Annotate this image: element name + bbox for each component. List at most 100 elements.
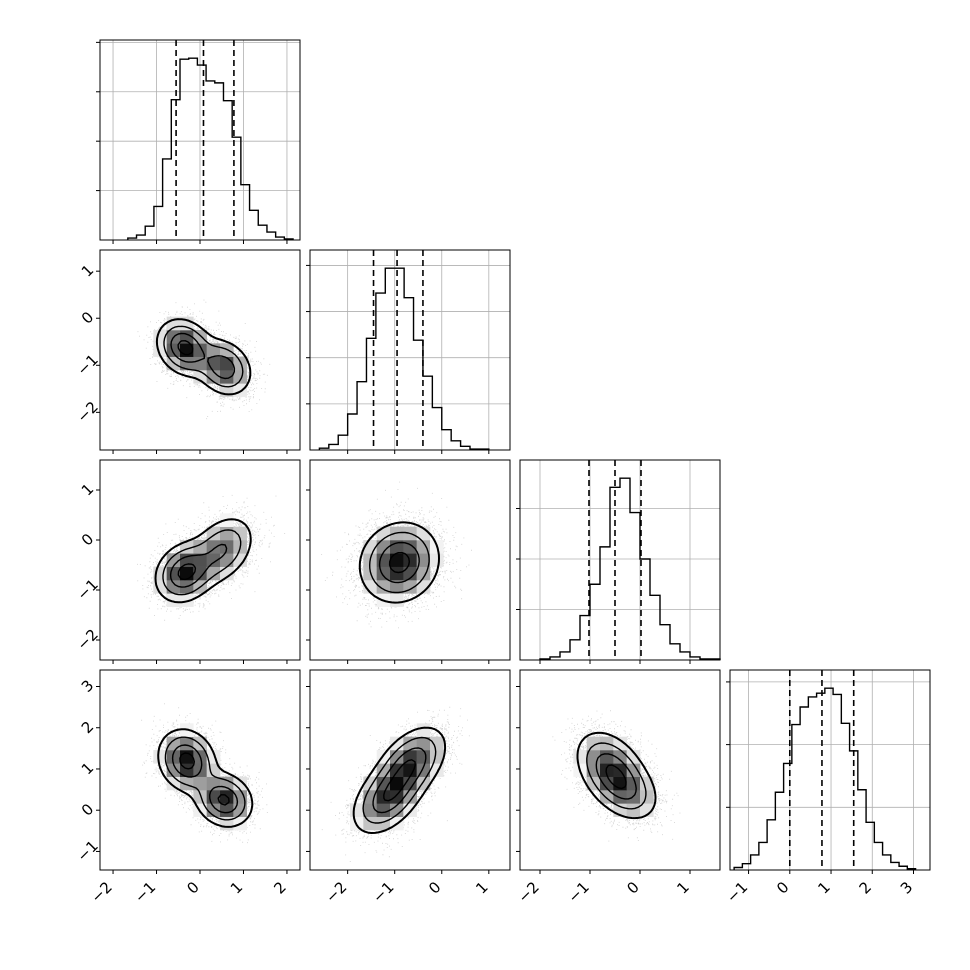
x-tick-label: 2	[270, 878, 289, 897]
density-cell	[193, 776, 207, 791]
density-cell	[166, 750, 181, 764]
density-cell	[220, 526, 234, 541]
y-tick-label: 1	[78, 261, 97, 280]
contour-line	[177, 340, 194, 356]
density-cell	[403, 763, 417, 777]
density-cell	[403, 736, 417, 751]
density-cell	[166, 343, 181, 357]
density-cell	[193, 540, 207, 554]
density-cell	[220, 540, 234, 554]
panel-frame	[519, 669, 721, 871]
contour-line	[369, 531, 430, 594]
density-cell	[403, 776, 417, 791]
contour-line	[177, 563, 197, 581]
x-tick-label: 1	[814, 878, 833, 897]
panel-frame	[309, 249, 511, 451]
x-tick-label: −1	[131, 878, 159, 906]
density-cell	[390, 803, 404, 817]
density-cell	[233, 776, 247, 791]
histogram-panel-4: −1 0 1 2 3	[723, 669, 931, 906]
density-cell	[350, 803, 364, 817]
contour-line	[362, 736, 437, 824]
density-cell	[166, 553, 181, 567]
joint-panel-2-3	[306, 459, 511, 664]
density-cell	[220, 356, 234, 371]
density-cell	[193, 356, 207, 371]
panel-content	[552, 710, 681, 842]
density-cell	[600, 750, 614, 764]
panel-frame	[99, 459, 301, 661]
density-cell	[206, 526, 221, 541]
y-tick-label: −2	[73, 398, 101, 426]
panel-frame	[309, 459, 511, 661]
contour-line	[164, 736, 246, 821]
density-cell	[390, 580, 404, 594]
density-cell	[390, 553, 404, 567]
joint-panel-2-4: −2 −1 0 1	[306, 669, 511, 906]
joint-panel-1-2: −2 −1 0 1	[73, 249, 301, 454]
contour-line	[157, 728, 254, 828]
density-cell	[180, 776, 194, 791]
histogram-panel-3	[516, 459, 721, 664]
density-cell	[193, 566, 207, 581]
contour-line	[179, 752, 230, 806]
density-cell	[193, 553, 207, 567]
density-cell	[193, 790, 207, 804]
density-cell	[573, 750, 587, 764]
x-tick-label: −2	[322, 878, 350, 906]
density-cell	[166, 580, 181, 594]
panel-frame	[99, 39, 301, 241]
density-cell	[220, 370, 234, 384]
histogram-steps	[539, 477, 721, 660]
x-tick-label: −2	[87, 878, 115, 906]
contour-line	[169, 543, 228, 588]
density-cell	[640, 790, 654, 804]
x-tick-label: 1	[673, 878, 692, 897]
density-cell	[416, 723, 431, 737]
density-cell	[220, 803, 234, 817]
density-cell	[376, 540, 391, 554]
y-tick-label: −2	[73, 625, 101, 653]
density-cell	[220, 553, 234, 567]
x-tick-label: −1	[369, 878, 397, 906]
density-cell	[206, 370, 221, 384]
y-tick-label: 0	[78, 308, 97, 327]
density-cell	[416, 736, 431, 751]
density-cell	[233, 370, 247, 384]
contour-line	[595, 753, 637, 800]
y-tick-label: 0	[78, 800, 97, 819]
contour-line	[170, 332, 236, 380]
density-cell	[390, 566, 404, 581]
x-tick-label: 0	[623, 878, 642, 897]
density-cell	[430, 553, 444, 567]
density-cell	[403, 566, 417, 581]
contour-line	[162, 529, 242, 596]
density-cell	[180, 593, 194, 607]
density-cell	[363, 580, 377, 594]
density-cell	[390, 736, 404, 751]
contour-line	[154, 518, 252, 604]
contour-line	[372, 747, 427, 814]
density-cell	[376, 553, 391, 567]
density-cell	[390, 776, 404, 791]
density-cell	[376, 803, 391, 817]
density-cell	[206, 790, 221, 804]
y-tick-label: 2	[78, 718, 97, 737]
joint-panel-1-4: −2 −1 0 1 2 −1 0 1 2 3	[73, 669, 301, 906]
density-cell	[586, 736, 601, 751]
panel-content	[321, 706, 470, 862]
x-tick-label: 2	[856, 878, 875, 897]
x-tick-label: −2	[514, 878, 542, 906]
density-cell	[193, 736, 207, 751]
density-cell	[166, 736, 181, 751]
contour-line	[586, 742, 647, 810]
density-cell	[206, 553, 221, 567]
density-cell	[390, 593, 404, 607]
density-cell	[430, 736, 444, 751]
histogram-steps	[733, 687, 917, 870]
histogram-steps	[318, 267, 490, 450]
x-tick-label: 1	[227, 878, 246, 897]
panel-content	[321, 481, 472, 629]
density-cell	[430, 750, 444, 764]
